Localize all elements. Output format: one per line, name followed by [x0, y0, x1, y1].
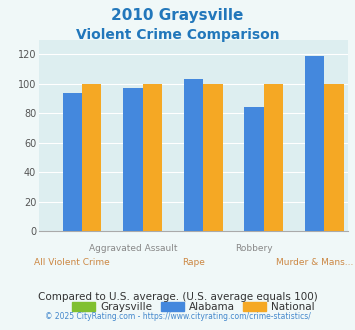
Text: Compared to U.S. average. (U.S. average equals 100): Compared to U.S. average. (U.S. average … [38, 292, 317, 302]
Text: Murder & Mans...: Murder & Mans... [276, 258, 353, 267]
Bar [244, 107, 264, 231]
Text: Robbery: Robbery [235, 245, 273, 253]
Bar [143, 84, 162, 231]
Text: All Violent Crime: All Violent Crime [34, 258, 110, 267]
Bar [203, 84, 223, 231]
Bar [324, 84, 344, 231]
Bar [82, 84, 102, 231]
Bar [305, 56, 324, 231]
Bar [123, 88, 143, 231]
Text: Violent Crime Comparison: Violent Crime Comparison [76, 28, 279, 42]
Text: 2010 Graysville: 2010 Graysville [111, 8, 244, 23]
Text: Aggravated Assault: Aggravated Assault [89, 245, 177, 253]
Text: © 2025 CityRating.com - https://www.cityrating.com/crime-statistics/: © 2025 CityRating.com - https://www.city… [45, 312, 310, 321]
Bar [264, 84, 283, 231]
Legend: Graysville, Alabama, National: Graysville, Alabama, National [68, 297, 319, 316]
Bar [63, 93, 82, 231]
Text: Rape: Rape [182, 258, 205, 267]
Bar [184, 79, 203, 231]
